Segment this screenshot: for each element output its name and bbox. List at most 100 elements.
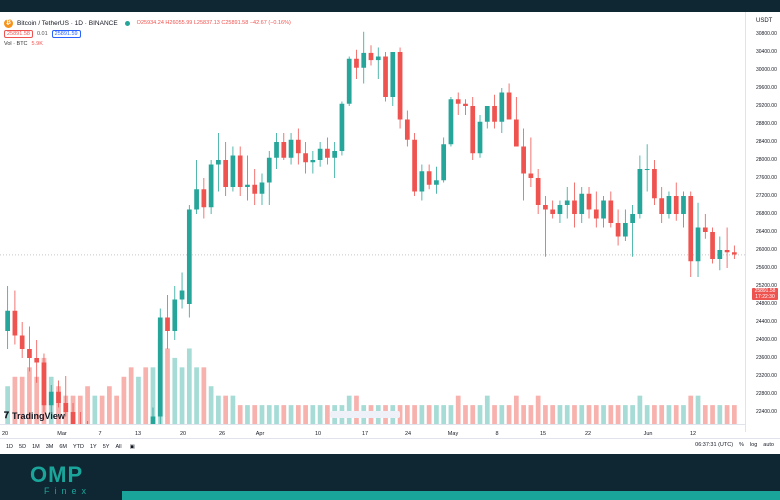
volume-bar	[404, 405, 410, 424]
volume-label: Vol · BTC	[4, 41, 28, 47]
candle-body	[564, 200, 570, 205]
range-button-ytd[interactable]: YTD	[72, 444, 84, 450]
price-axis-label: 27200.00	[756, 193, 777, 199]
volume-bar	[637, 395, 643, 424]
candle	[186, 205, 192, 318]
candle	[419, 164, 425, 201]
candle-body	[404, 119, 410, 140]
symbol-title[interactable]: Bitcoin / TetherUS · 1D · BINANCE	[17, 19, 118, 27]
candle	[463, 99, 468, 115]
percent-toggle[interactable]: %	[739, 442, 744, 448]
price-axis-label: 23200.00	[756, 373, 777, 379]
clock-time[interactable]: 06:37:31 (UTC)	[695, 442, 734, 448]
price-axis-label: 30800.00	[756, 31, 777, 37]
price-axis-label: 29200.00	[756, 103, 777, 109]
candle-body	[303, 153, 308, 163]
candle	[412, 133, 417, 196]
time-axis-label: 12	[689, 431, 697, 437]
volume-bar	[673, 405, 679, 424]
bitcoin-icon: ₿	[4, 18, 13, 28]
candle	[332, 142, 338, 178]
range-button-5y[interactable]: 5Y	[102, 444, 110, 450]
time-axis-label: Jun	[643, 431, 653, 437]
candle-body	[622, 223, 628, 237]
volume-bar	[259, 405, 265, 424]
candle-body	[441, 144, 447, 181]
volume-bar	[426, 405, 432, 424]
candle-body	[593, 209, 599, 219]
candle	[223, 142, 229, 196]
candle-body	[492, 106, 497, 122]
candle	[615, 209, 621, 246]
volume-bar	[586, 405, 592, 424]
finex-logo: Finex	[44, 486, 92, 496]
time-axis-label: 17	[361, 431, 369, 437]
range-button-all[interactable]: All	[115, 444, 122, 450]
volume-bar	[266, 405, 272, 424]
candle-body	[375, 56, 381, 61]
candle	[5, 286, 10, 349]
buy-price-button[interactable]: 25891.59	[51, 30, 81, 38]
time-axis[interactable]	[0, 424, 745, 435]
omp-logo: OMP	[30, 462, 84, 487]
candle-body	[288, 139, 294, 158]
price-axis-label: 28800.00	[756, 121, 777, 127]
candlestick-chart[interactable]	[0, 12, 745, 424]
calendar-icon[interactable]: ▣	[129, 444, 135, 450]
candle	[601, 196, 606, 228]
candle-body	[579, 193, 585, 214]
candle	[339, 101, 345, 156]
volume-bar	[281, 405, 287, 424]
candle	[637, 155, 643, 219]
candle	[56, 380, 61, 408]
volume-bar	[601, 405, 606, 424]
candle-body	[150, 416, 156, 424]
candle-body	[448, 99, 454, 145]
candle	[354, 49, 359, 79]
range-button-6m[interactable]: 6M	[59, 444, 67, 450]
range-button-1y[interactable]: 1Y	[89, 444, 97, 450]
candle	[281, 133, 287, 160]
candle	[63, 376, 69, 417]
candle	[208, 160, 214, 214]
candle	[310, 151, 316, 174]
candle-body	[470, 106, 476, 154]
candle-body	[644, 169, 650, 170]
candle	[303, 142, 308, 174]
volume-bar	[346, 395, 352, 424]
log-toggle[interactable]: log	[749, 442, 758, 448]
candle-body	[659, 198, 665, 214]
volume-bar	[5, 386, 10, 424]
candle-body	[179, 290, 185, 300]
candle	[295, 128, 301, 165]
time-axis-label: 24	[404, 431, 412, 437]
volume-bar	[477, 405, 483, 424]
candle	[535, 169, 541, 214]
range-button-3m[interactable]: 3M	[45, 444, 54, 450]
candle	[681, 191, 686, 228]
range-button-5d[interactable]: 5D	[19, 444, 27, 450]
price-axis-label: 27600.00	[756, 175, 777, 181]
range-button-1d[interactable]: 1D	[6, 444, 14, 450]
candle-body	[27, 349, 32, 358]
volume-bar	[354, 395, 359, 424]
price-axis-label: 24000.00	[756, 337, 777, 343]
price-axis[interactable]	[745, 12, 780, 432]
volume-bar	[543, 405, 548, 424]
range-button-1m[interactable]: 1M	[32, 444, 40, 450]
time-axis-label: 8	[495, 431, 499, 437]
candle	[506, 83, 512, 120]
candle	[659, 187, 665, 223]
auto-toggle[interactable]: auto	[763, 442, 774, 448]
volume-bar	[252, 405, 258, 424]
candle-body	[41, 362, 47, 406]
volume-bar	[288, 405, 294, 424]
volume-bar	[528, 405, 534, 424]
candle-body	[237, 155, 243, 187]
sell-price-button[interactable]: 25891.58	[4, 30, 33, 38]
volume-bar	[325, 405, 330, 424]
candle-body	[521, 146, 526, 174]
currency-selector[interactable]: USDT	[756, 18, 773, 24]
candle-body	[19, 335, 25, 349]
candle	[666, 191, 672, 219]
